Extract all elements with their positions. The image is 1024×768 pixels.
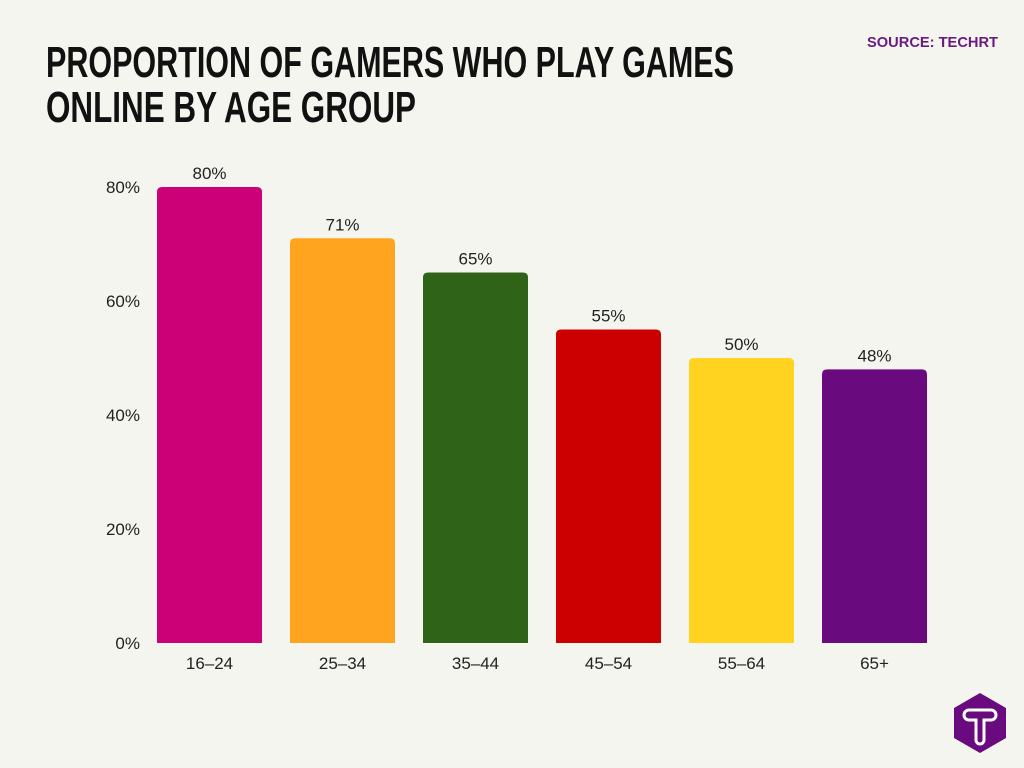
x-tick-label: 25–34: [319, 654, 366, 673]
y-tick-label: 60%: [106, 292, 140, 311]
y-tick-label: 0%: [115, 634, 140, 653]
bar-55–64: [689, 358, 794, 643]
bar-45–54: [556, 329, 661, 643]
data-label: 65%: [458, 250, 492, 269]
logo: [954, 693, 1006, 753]
data-label: 80%: [192, 164, 226, 183]
bar-16–24: [157, 187, 262, 643]
chart-title-line-2: ONLINE BY AGE GROUP: [46, 83, 416, 132]
bars: 80% 16–24 71% 25–34 65% 35–44 55% 45–54 50% 55–64…: [157, 164, 927, 673]
chart-title-line-1: PROPORTION OF GAMERS WHO PLAY GAMES: [46, 38, 734, 87]
bar-65+: [822, 369, 927, 643]
data-label: 55%: [591, 307, 625, 326]
bar-35–44: [423, 272, 528, 643]
x-tick-label: 35–44: [452, 654, 499, 673]
x-tick-label: 55–64: [718, 654, 765, 673]
x-tick-label: 65+: [860, 654, 889, 673]
y-axis: 0% 20% 40% 60% 80%: [106, 178, 140, 653]
data-label: 50%: [724, 335, 758, 354]
y-tick-label: 20%: [106, 520, 140, 539]
logo-t-icon: [962, 708, 998, 746]
data-label: 48%: [857, 346, 891, 365]
y-tick-label: 40%: [106, 406, 140, 425]
bar-25–34: [290, 238, 395, 644]
x-tick-label: 45–54: [585, 654, 632, 673]
source-label: SOURCE: TECHRT: [867, 34, 998, 51]
x-tick-label: 16–24: [186, 654, 233, 673]
data-label: 71%: [325, 215, 359, 234]
y-tick-label: 80%: [106, 178, 140, 197]
logo-hexagon-icon: [954, 693, 1006, 753]
